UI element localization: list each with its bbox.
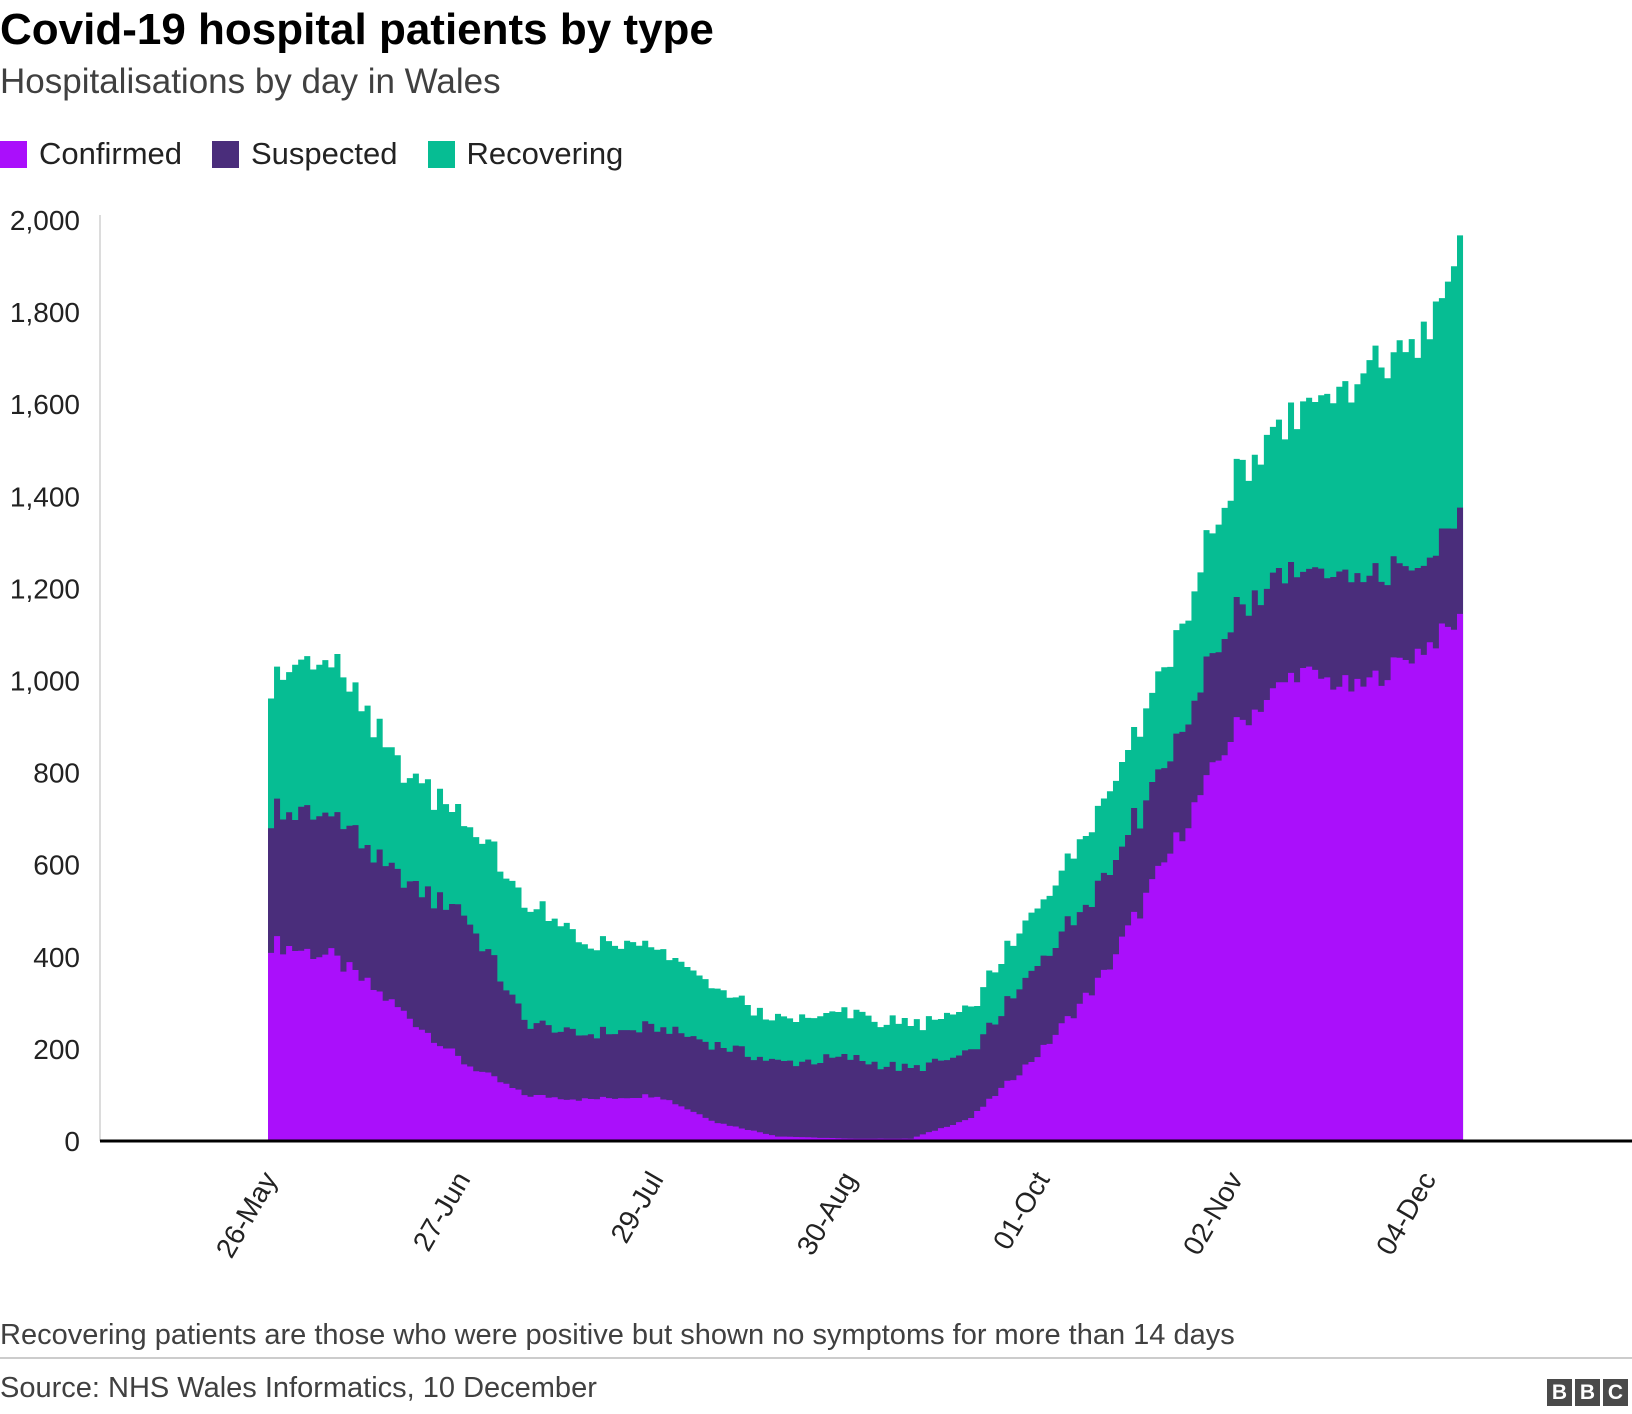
x-axis-labels: 26-May 27-Jun 29-Jul 30-Aug 01-Oct 02-Nov 04-D… (210, 1166, 1442, 1263)
y-tick-label: 200 (33, 1034, 80, 1065)
chart-title: Covid-19 hospital patients by type (0, 5, 714, 54)
x-tick-label: 26-May (210, 1167, 284, 1263)
bbc-logo-letter-b2: B (1575, 1379, 1600, 1406)
x-tick-label: 02-Nov (1177, 1167, 1249, 1261)
x-tick-label: 01-Oct (987, 1166, 1056, 1254)
legend-swatch-suspected (212, 140, 239, 168)
bbc-logo: B B C (1544, 1379, 1628, 1406)
y-tick-label: 1,800 (10, 297, 80, 328)
bbc-logo-letter-b1: B (1547, 1379, 1572, 1406)
legend-swatch-recovering (427, 140, 455, 168)
y-tick-label: 1,400 (10, 481, 80, 512)
legend: Confirmed Suspected Recovering (0, 134, 653, 174)
area-confirmed (268, 613, 1464, 1141)
x-tick-label: 04-Dec (1370, 1167, 1442, 1261)
legend-label-confirmed: Confirmed (39, 136, 182, 171)
x-tick-label: 30-Aug (791, 1167, 863, 1261)
legend-swatch-confirmed (0, 140, 27, 168)
y-tick-label: 800 (33, 758, 80, 789)
stacked-area-chart: 0 200 400 600 800 1,000 1,200 1,400 1,600 1,800 2,… (10, 205, 1632, 1263)
y-tick-label: 0 (64, 1126, 80, 1157)
legend-item-confirmed: Confirmed (0, 136, 182, 172)
y-tick-label: 400 (33, 942, 80, 973)
footnote: Recovering patients are those who were p… (0, 1319, 1235, 1351)
chart-subtitle: Hospitalisations by day in Wales (0, 62, 501, 101)
legend-item-suspected: Suspected (212, 136, 398, 172)
x-tick-label: 27-Jun (407, 1167, 477, 1257)
x-tick-label: 29-Jul (604, 1167, 669, 1249)
y-axis-labels: 0 200 400 600 800 1,000 1,200 1,400 1,600 1,800 2,… (10, 205, 80, 1157)
legend-label-suspected: Suspected (251, 136, 398, 171)
legend-label-recovering: Recovering (466, 136, 624, 171)
y-tick-label: 2,000 (10, 205, 80, 236)
source-note: Source: NHS Wales Informatics, 10 Decemb… (0, 1372, 597, 1404)
bbc-logo-letter-c: C (1603, 1379, 1628, 1406)
footer-divider (0, 1357, 1632, 1359)
y-tick-label: 600 (33, 850, 80, 881)
y-tick-label: 1,200 (10, 573, 80, 604)
legend-item-recovering: Recovering (427, 136, 624, 172)
y-tick-label: 1,600 (10, 389, 80, 420)
y-tick-label: 1,000 (10, 666, 80, 697)
chart-areas (268, 235, 1464, 1141)
